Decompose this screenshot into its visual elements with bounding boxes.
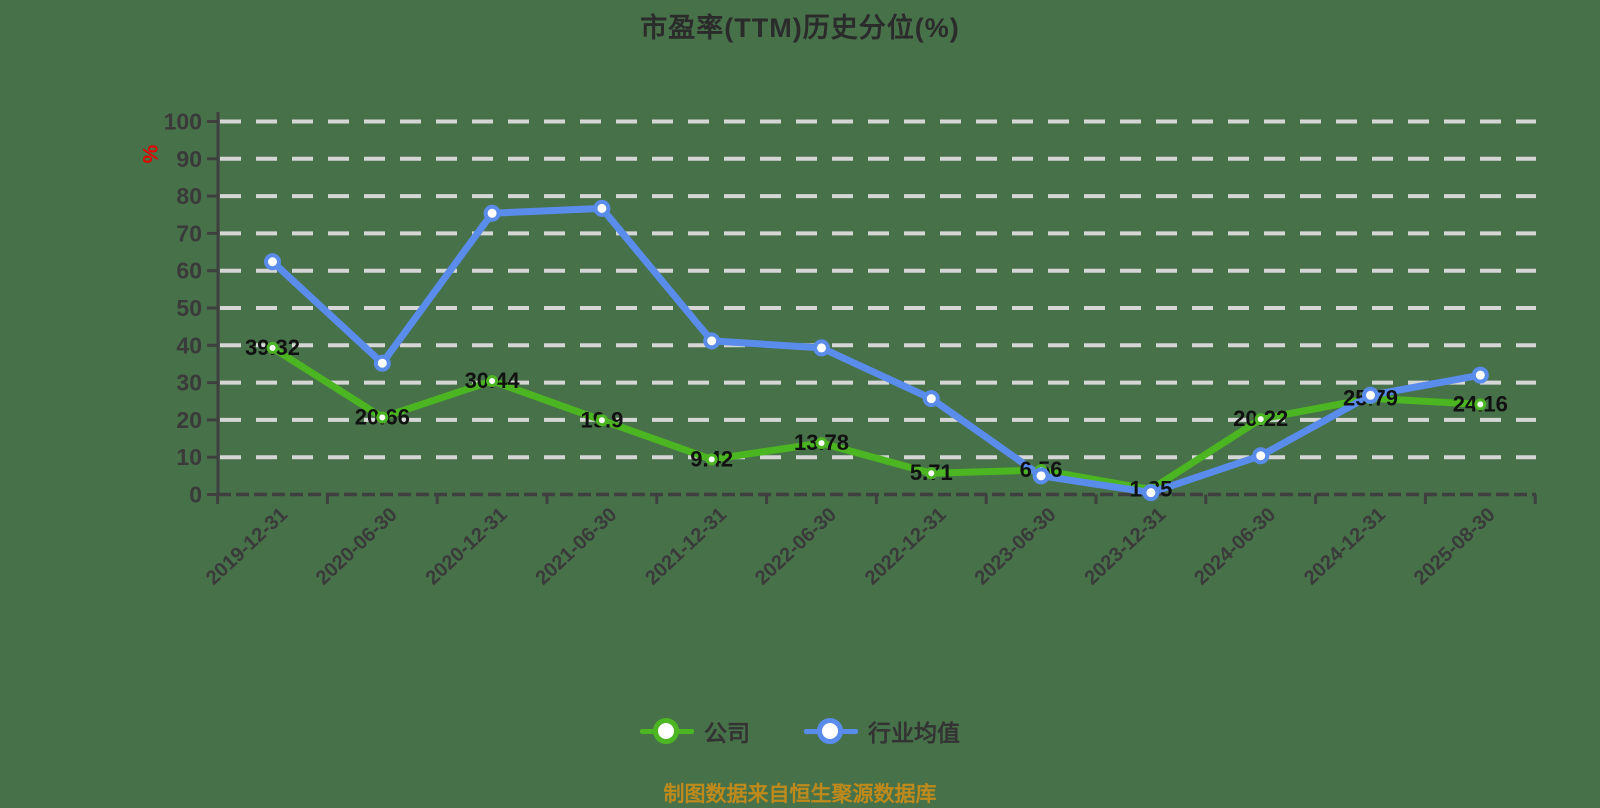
point-marker [922, 390, 940, 408]
y-tick-label: 80 [176, 183, 202, 209]
point-marker [264, 253, 281, 271]
y-tick-label: 50 [176, 295, 202, 321]
x-tick-labels: 2019-12-31 2020-06-30 2020-12-31 2021-06-30… [202, 504, 1500, 590]
x-tick-label: 2019-12-31 [202, 504, 292, 590]
y-tick-label: 90 [176, 146, 202, 172]
chart-title: 市盈率(TTM)历史分位(%) [640, 13, 960, 43]
industry-series-marker-icon [804, 717, 858, 745]
y-tick-label: 100 [164, 109, 202, 135]
y-gridlines [220, 119, 1536, 460]
point-marker [266, 341, 279, 354]
point-marker [1142, 484, 1160, 502]
company-line [269, 344, 1484, 493]
x-tick-label: 2022-06-30 [751, 504, 841, 590]
y-tick-label: 70 [176, 220, 202, 246]
point-marker [1471, 366, 1489, 384]
x-tick-label: 2020-12-31 [422, 504, 512, 590]
y-tick-label: 40 [176, 332, 202, 358]
legend: 公司 行业均值 [0, 714, 1600, 748]
point-marker [486, 374, 499, 387]
point-marker [925, 467, 938, 480]
y-tick-label: 20 [176, 407, 202, 433]
x-tick-label: 2020-06-30 [312, 504, 402, 590]
legend-label-company: 公司 [704, 720, 750, 746]
industry-average-line [269, 204, 1484, 497]
y-axis [207, 112, 220, 496]
company-series-marker-icon [640, 717, 694, 745]
x-axis [216, 492, 1537, 504]
x-tick-label: 2022-12-31 [861, 504, 951, 590]
point-marker [595, 414, 608, 427]
legend-circle-company [653, 718, 679, 744]
point-marker [373, 354, 391, 372]
point-marker [813, 339, 830, 357]
legend-item-industry-average[interactable]: 行业均值 [804, 714, 960, 748]
y-tick-label: 30 [176, 370, 202, 396]
x-tick-label: 2024-06-30 [1190, 504, 1280, 590]
point-marker [815, 437, 828, 450]
point-marker [1032, 467, 1050, 485]
x-tick-label: 2025-08-30 [1410, 504, 1500, 590]
data-source-note: 制图数据来自恒生聚源数据库 [663, 783, 937, 806]
point-marker [376, 411, 389, 424]
industry-average-markers [264, 199, 1489, 502]
point-marker [593, 199, 611, 217]
point-marker [705, 453, 718, 466]
legend-label-industry-average: 行业均值 [868, 720, 960, 746]
point-marker [1362, 386, 1379, 404]
point-marker [703, 332, 721, 350]
x-tick-label: 2021-06-30 [531, 504, 621, 590]
y-tick-labels: 0 10 20 30 40 50 60 70 80 90 100 [164, 109, 202, 508]
x-tick-label: 2021-12-31 [641, 504, 731, 590]
x-tick-label: 2023-06-30 [971, 504, 1061, 590]
point-marker [483, 204, 501, 222]
point-marker [1252, 447, 1270, 465]
legend-item-company[interactable]: 公司 [640, 714, 750, 748]
y-tick-label: 0 [189, 482, 202, 508]
x-tick-label: 2024-12-31 [1300, 504, 1390, 590]
y-tick-label: 60 [176, 258, 202, 284]
company-markers [266, 341, 1487, 496]
x-tick-label: 2023-12-31 [1080, 504, 1170, 590]
point-marker [1474, 398, 1487, 411]
legend-circle-industry [817, 718, 843, 744]
y-tick-label: 10 [176, 444, 202, 470]
point-marker [1254, 413, 1267, 426]
